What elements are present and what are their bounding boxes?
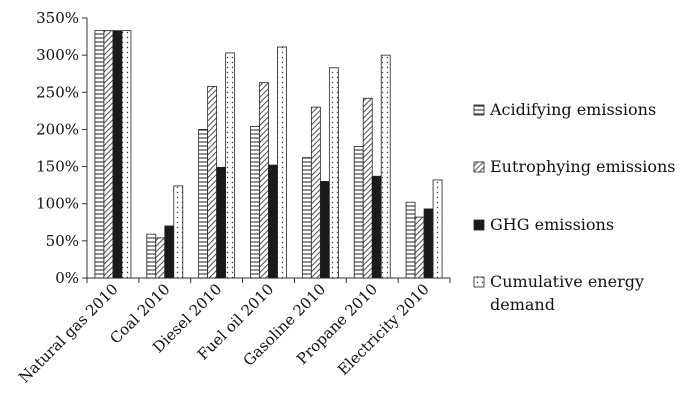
y-tick-label: 100% — [36, 195, 79, 213]
legend-swatch — [473, 161, 485, 173]
bar — [259, 82, 269, 279]
bar — [173, 185, 184, 279]
x-tick-label: Natural gas 2010 — [15, 280, 122, 387]
bar — [310, 106, 321, 279]
bar — [198, 129, 209, 279]
bar — [328, 67, 339, 279]
bar — [216, 166, 227, 279]
bar — [146, 233, 157, 279]
legend-label: Eutrophying emissions — [490, 157, 675, 176]
bar — [164, 225, 175, 279]
bar — [112, 30, 123, 279]
legend: Acidifying emissions Eutrophying emission… — [473, 100, 675, 314]
bar — [207, 85, 218, 279]
bar — [103, 30, 114, 279]
bar — [250, 126, 260, 279]
bar — [121, 30, 132, 279]
bar — [423, 208, 434, 279]
y-tick-label: 50% — [46, 232, 79, 250]
y-tick-label: 0% — [55, 269, 79, 287]
legend-label: Acidifying emissions — [489, 100, 656, 119]
bar — [155, 237, 166, 279]
y-tick-label: 150% — [36, 158, 79, 176]
plot-area: 0% 50% 100% 150% 200% 250% 300% 350% Natural gas… — [15, 9, 451, 387]
bar — [225, 52, 236, 279]
y-tick-label: 350% — [36, 9, 79, 27]
bar — [362, 97, 373, 279]
y-tick-label: 250% — [36, 83, 79, 101]
legend-swatch — [473, 104, 485, 116]
bar — [380, 54, 391, 279]
bar — [301, 157, 312, 279]
bar — [414, 216, 425, 279]
bar — [353, 146, 364, 279]
legend-label: Cumulative energy demand — [490, 272, 644, 314]
legend-swatch — [473, 219, 485, 231]
bar — [94, 30, 105, 279]
bar — [268, 164, 278, 279]
x-tick-label: Electricity 2010 — [334, 280, 433, 379]
y-tick-label: 200% — [36, 120, 79, 138]
bar — [371, 175, 382, 279]
bar — [405, 201, 416, 279]
bar — [277, 46, 287, 279]
legend-swatch — [473, 276, 485, 288]
bar — [319, 181, 330, 279]
y-tick-label: 300% — [36, 46, 79, 64]
legend-label: GHG emissions — [490, 215, 614, 234]
bar — [432, 179, 443, 279]
